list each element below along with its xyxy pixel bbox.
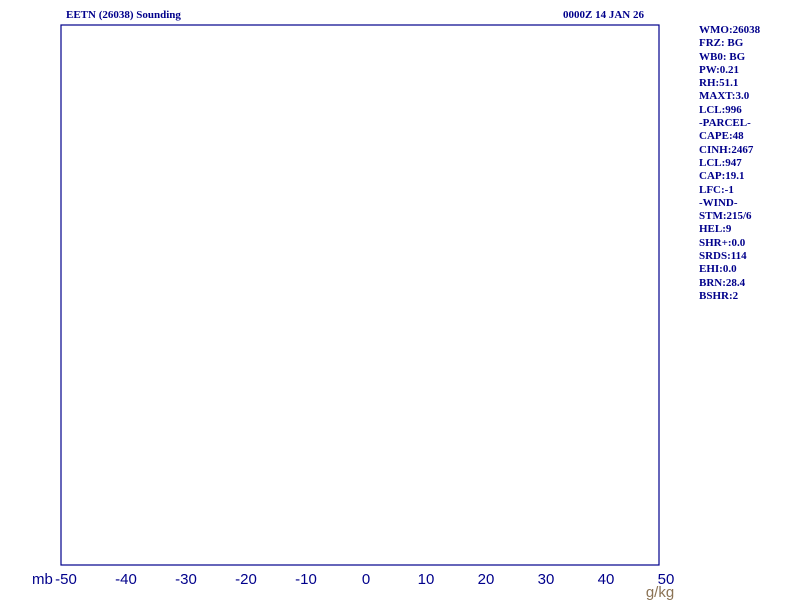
stat-row: CAPE:48 <box>699 130 744 143</box>
stat-row: SRDS:114 <box>699 250 747 263</box>
temperature-tick-label: 20 <box>478 571 495 588</box>
temperature-tick-label: 30 <box>538 571 555 588</box>
temperature-tick-label: -30 <box>175 571 197 588</box>
temperature-tick-label: 10 <box>418 571 435 588</box>
stat-row: LFC:-1 <box>699 183 734 196</box>
temperature-tick-label: -10 <box>295 571 317 588</box>
stat-row: WMO:26038 <box>699 24 761 36</box>
temperature-tick-label: 0 <box>362 571 370 588</box>
mixing-ratio-unit-label: g/kg <box>646 584 674 600</box>
stat-row: RH:51.1 <box>699 77 739 90</box>
temperature-tick-label: 50 <box>658 571 675 588</box>
stat-row: WB0: BG <box>699 50 746 63</box>
stat-row: LCL:947 <box>699 156 742 169</box>
stat-row: CINH:2467 <box>699 143 754 156</box>
temperature-tick-label: -20 <box>235 571 257 588</box>
stat-row: LCL:996 <box>699 103 742 116</box>
stat-row: MAXT:3.0 <box>699 90 750 103</box>
temperature-tick-label: 40 <box>598 571 615 588</box>
stat-row: BSHR:2 <box>699 289 739 302</box>
stat-row: BRN:28.4 <box>699 276 746 289</box>
stat-row: FRZ: BG <box>699 37 744 50</box>
stat-row: PW:0.21 <box>699 63 740 76</box>
pressure-unit-label: mb <box>32 571 53 588</box>
stat-row: STM:215/6 <box>699 210 752 223</box>
temperature-tick-label: -50 <box>55 571 77 588</box>
stats-panel: WMO:26038 FRZ: BG WB0: BG PW:0.21 RH:51.1 MAX… <box>699 24 799 303</box>
chart-title: EETN (26038) Sounding <box>66 9 181 21</box>
valid-time: 0000Z 14 JAN 26 <box>563 9 644 21</box>
stat-row: EHI:0.0 <box>699 263 737 276</box>
stat-row: -WIND- <box>699 196 738 209</box>
temperature-tick-label: -40 <box>115 571 137 588</box>
stat-row: SHR+:0.0 <box>699 236 746 249</box>
plot-frame <box>60 24 660 566</box>
stat-row: CAP:19.1 <box>699 170 745 183</box>
stat-row: HEL:9 <box>699 223 732 236</box>
stat-row: -PARCEL- <box>699 117 751 130</box>
